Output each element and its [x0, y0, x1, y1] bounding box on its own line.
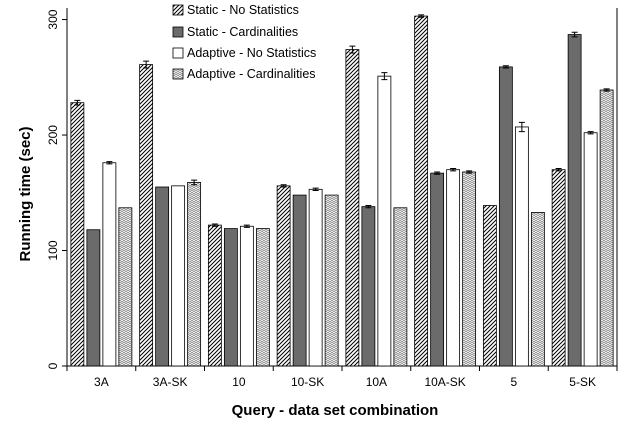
bar-adaptive-no-statistics-3a-sk	[171, 185, 186, 367]
legend-swatch-adaptive-cardinalities	[172, 68, 184, 80]
error-bar-adaptive-no-statistics-5-sk	[587, 131, 594, 135]
bar-static-cardinalities-3a	[86, 229, 101, 367]
bar-adaptive-no-statistics-5-sk	[583, 132, 598, 367]
x-axis-title: Query - data set combination	[232, 402, 439, 419]
legend-label-static-no-statistics: Static - No Statistics	[187, 3, 299, 17]
error-bar-static-cardinalities-5-sk	[571, 31, 578, 38]
error-bars	[74, 14, 610, 228]
x-tick-label-3a: 3A	[94, 375, 109, 389]
bar-static-cardinalities-10a-sk	[430, 172, 445, 367]
bar-static-cardinalities-10	[223, 228, 238, 367]
error-bar-adaptive-no-statistics-3a	[106, 161, 113, 165]
error-bar-static-cardinalities-10a-sk	[434, 171, 441, 175]
x-tick-label-3a-sk: 3A-SK	[153, 375, 188, 389]
error-bar-adaptive-cardinalities-5-sk	[603, 88, 610, 92]
error-bar-static-no-statistics-3a-sk	[143, 60, 150, 69]
error-bar-adaptive-cardinalities-3a-sk	[191, 179, 198, 186]
bar-static-no-statistics-5-sk	[551, 169, 566, 367]
error-bar-static-no-statistics-10	[211, 223, 218, 227]
bar-static-no-statistics-10	[207, 224, 222, 367]
bars	[70, 15, 614, 367]
bar-static-no-statistics-10a	[345, 49, 360, 367]
bar-static-cardinalities-5-sk	[567, 34, 582, 367]
bar-adaptive-cardinalities-10-sk	[324, 194, 339, 367]
error-bar-static-cardinalities-10a	[365, 204, 372, 209]
error-bar-adaptive-no-statistics-10a-sk	[450, 168, 457, 172]
legend-swatch-adaptive-no-statistics	[172, 47, 184, 59]
bar-static-no-statistics-5	[482, 205, 497, 367]
bar-adaptive-cardinalities-10a	[393, 207, 408, 367]
error-bar-static-no-statistics-10-sk	[280, 184, 287, 188]
bar-adaptive-no-statistics-10	[239, 225, 254, 367]
bar-static-no-statistics-3a	[70, 102, 85, 367]
bar-adaptive-no-statistics-3a	[102, 162, 117, 367]
bar-adaptive-cardinalities-10	[255, 228, 270, 367]
bar-static-no-statistics-10a-sk	[414, 15, 429, 367]
x-tick-label-10-sk: 10-SK	[291, 375, 324, 389]
y-tick-label: 300	[46, 9, 60, 29]
error-bar-static-no-statistics-3a	[74, 99, 81, 106]
legend: Static - No Statistics Static - Cardinal…	[172, 3, 316, 81]
bar-adaptive-cardinalities-5-sk	[599, 89, 614, 367]
y-tick-label: 200	[46, 125, 60, 145]
bar-static-cardinalities-3a-sk	[155, 186, 170, 367]
bar-adaptive-cardinalities-10a-sk	[462, 171, 477, 367]
error-bar-static-no-statistics-10a-sk	[418, 14, 425, 18]
x-tick-label-10a-sk: 10A-SK	[424, 375, 465, 389]
bar-adaptive-no-statistics-10a-sk	[446, 169, 461, 367]
legend-swatch-static-no-statistics	[172, 4, 184, 16]
legend-label-static-cardinalities: Static - Cardinalities	[187, 25, 298, 39]
x-tick-label-5: 5	[511, 375, 518, 389]
bar-adaptive-cardinalities-3a	[118, 207, 133, 367]
bar-static-cardinalities-5	[498, 66, 513, 367]
x-tick-label-10: 10	[232, 375, 246, 389]
error-bar-static-cardinalities-5	[502, 65, 509, 69]
bar-adaptive-no-statistics-10-sk	[308, 188, 323, 367]
bar-adaptive-no-statistics-10a	[377, 75, 392, 367]
x-tick-label-10a: 10A	[366, 375, 387, 389]
y-tick-label: 0	[46, 362, 60, 369]
legend-label-adaptive-no-statistics: Adaptive - No Statistics	[187, 46, 316, 60]
error-bar-static-no-statistics-5-sk	[555, 168, 562, 172]
legend-label-adaptive-cardinalities: Adaptive - Cardinalities	[187, 67, 316, 81]
bar-static-cardinalities-10a	[361, 206, 376, 367]
bar-static-no-statistics-3a-sk	[139, 64, 154, 367]
x-tick-label-5-sk: 5-SK	[569, 375, 596, 389]
error-bar-adaptive-no-statistics-10	[243, 224, 250, 228]
legend-swatch-static-cardinalities	[172, 26, 184, 38]
error-bar-adaptive-no-statistics-10-sk	[312, 187, 319, 191]
bar-adaptive-cardinalities-5	[530, 212, 545, 367]
bar-adaptive-no-statistics-5	[514, 126, 529, 367]
bar-adaptive-cardinalities-3a-sk	[187, 181, 202, 367]
error-bar-static-no-statistics-10a	[349, 45, 356, 54]
y-tick-label: 100	[46, 240, 60, 260]
bar-static-cardinalities-10-sk	[292, 194, 307, 367]
error-bar-adaptive-no-statistics-5	[518, 121, 525, 133]
error-bar-adaptive-cardinalities-10a-sk	[466, 170, 473, 174]
y-axis-title: Running time (sec)	[17, 126, 34, 261]
error-bar-adaptive-no-statistics-10a	[381, 72, 388, 81]
bar-static-no-statistics-10-sk	[276, 185, 291, 367]
